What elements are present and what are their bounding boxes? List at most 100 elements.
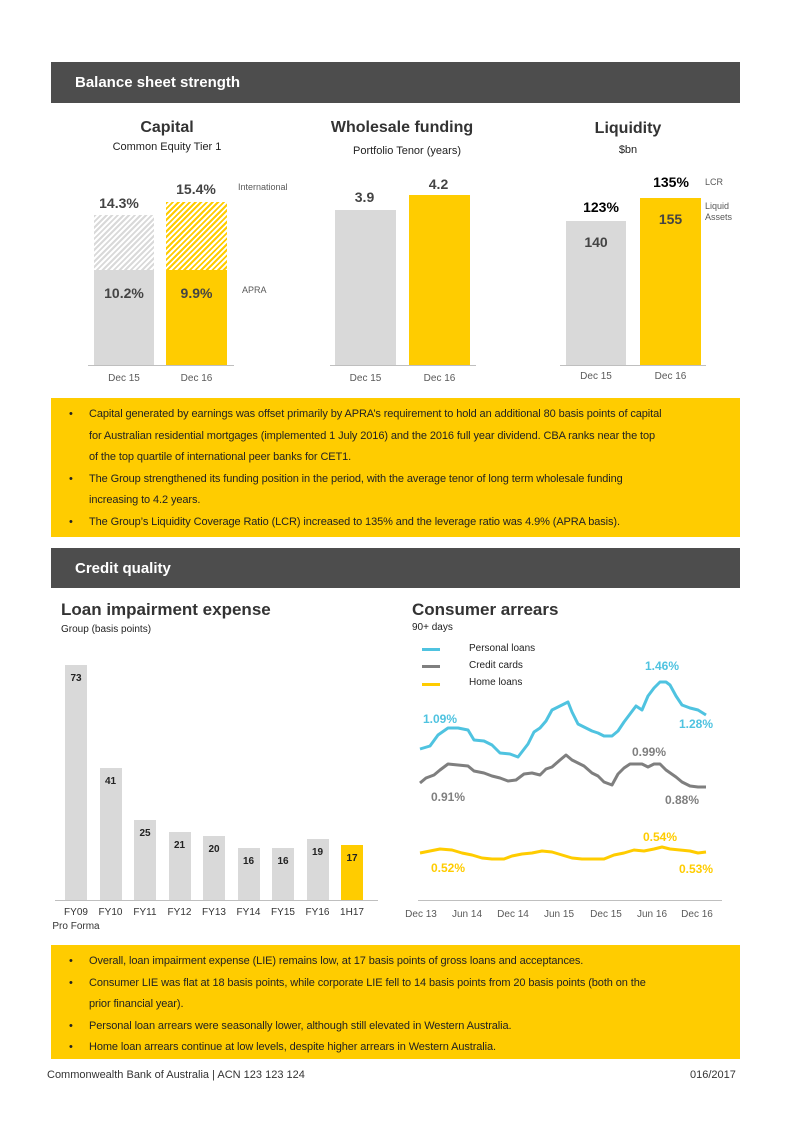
lie-bar-fy09 (65, 665, 87, 900)
chart-subtitle: Common Equity Tier 1 (112, 141, 222, 153)
tick-label: Dec 16 (654, 371, 687, 382)
bullet-item: Consumer LIE was flat at 18 basis points… (69, 973, 730, 995)
lie-bar-fy15 (272, 848, 294, 900)
lie-bar-1h17 (341, 845, 363, 900)
section-title: Balance sheet strength (75, 74, 241, 91)
lie-bar-fy12 (168, 832, 191, 900)
bullet-item: Home loan arrears continue at low levels… (69, 1037, 730, 1059)
lie-tick-label: FY15 (271, 907, 295, 918)
lie-tick-label: FY14 (236, 907, 261, 918)
bar-dec15-international (94, 215, 154, 270)
note-apra: APRA (242, 285, 267, 295)
bullet-list: Capital generated by earnings was offset… (69, 404, 730, 533)
bar-label: 155 (658, 211, 683, 227)
data-label-personal-end: 1.28% (679, 717, 714, 731)
tick-label: Dec 13 (405, 909, 437, 920)
lie-value-label: 21 (173, 840, 186, 852)
x-axis (88, 365, 234, 366)
chart-title: Liquidity (594, 120, 662, 137)
lie-bar-fy16 (306, 838, 329, 900)
bullet-item: Overall, loan impairment expense (LIE) r… (69, 951, 730, 973)
lie-tick-label: FY16 (305, 907, 330, 918)
legend-swatch-home (422, 683, 440, 686)
x-axis (55, 900, 378, 901)
legend-swatch-credit (422, 665, 440, 668)
arrears-plot (419, 680, 707, 861)
lie-bar-fy14 (237, 848, 260, 900)
bar-label: 3.9 (354, 189, 375, 205)
data-label-home-end: 0.53% (679, 862, 714, 876)
data-label-personal-start: 1.09% (423, 712, 458, 726)
lie-tick-label: FY09 (64, 907, 88, 918)
legend-label: Credit cards (469, 660, 523, 671)
note-liquid: Liquid (705, 201, 730, 211)
series-line-credit-cards (419, 753, 706, 789)
tick-label: Dec 14 (497, 909, 529, 920)
bar-label: 14.3% (99, 195, 139, 211)
lie-tick-label: FY10 (98, 907, 123, 918)
bullet-list: Overall, loan impairment expense (LIE) r… (69, 951, 730, 1059)
tick-label: Dec 15 (590, 909, 622, 920)
bar-label: 15.4% (176, 181, 216, 197)
lie-bar-fy13 (203, 835, 225, 900)
lie-tick-label: FY11 (133, 907, 157, 918)
bar-dec15 (566, 221, 626, 365)
data-label-home-start: 0.52% (431, 861, 466, 875)
note-international: International (238, 182, 288, 192)
chart-subtitle: $bn (618, 144, 638, 156)
legend-swatch-personal (422, 648, 440, 651)
bar-label: 9.9% (180, 285, 213, 301)
lie-value-label: 17 (346, 853, 358, 865)
bullet-continuation: for Australian residential mortgages (im… (89, 429, 656, 442)
footer-page-ref: 016/2017 (690, 1069, 736, 1081)
bullet-item: The Group’s Liquidity Coverage Ratio (LC… (69, 512, 730, 534)
bar-dec16 (409, 195, 470, 365)
section-header-balance: Balance sheet strength (51, 62, 740, 103)
x-axis (560, 365, 706, 366)
bullet-item: Capital generated by earnings was offset… (69, 404, 730, 426)
pro-forma-label: Pro Forma (52, 921, 100, 932)
lie-value-label: 16 (242, 856, 255, 868)
lie-value-label: 73 (70, 673, 82, 684)
lie-tick-label: FY13 (202, 907, 226, 918)
note-assets: Assets (705, 212, 733, 222)
chart-title: Capital (140, 119, 194, 136)
bullet-continuation: prior financial year). (89, 998, 184, 1010)
lie-tick-label: 1H17 (340, 907, 364, 918)
lie-tick-label: FY12 (167, 907, 192, 918)
chart-subtitle: Portfolio Tenor (years) (352, 145, 461, 157)
tick-label: Dec 15 (108, 373, 140, 384)
bullet-item: Personal loan arrears were seasonally lo… (69, 1016, 730, 1038)
x-axis (330, 365, 476, 366)
data-label-credit-start: 0.91% (431, 790, 466, 804)
data-label-home-peak: 0.54% (643, 830, 678, 844)
tick-label: Dec 15 (349, 373, 382, 384)
tick-label: Dec 16 (423, 373, 456, 384)
bullet-item: The Group strengthened its funding posit… (69, 469, 730, 491)
lcr-label: 135% (653, 174, 689, 190)
lie-value-label: 20 (208, 843, 220, 855)
bar-label: 140 (584, 234, 608, 250)
series-line-personal-loans (419, 680, 707, 759)
legend-label: Personal loans (469, 643, 536, 654)
data-label-credit-peak: 0.99% (632, 745, 667, 759)
bar-dec15-apra (94, 270, 154, 365)
tick-label: Dec 16 (681, 909, 713, 920)
chart-title: Loan impairment expense (61, 600, 271, 619)
tick-label: Jun 14 (451, 909, 483, 920)
data-label-credit-end: 0.88% (665, 793, 700, 807)
balance-commentary: Capital generated by earnings was offset… (51, 398, 740, 537)
credit-commentary: Overall, loan impairment expense (LIE) r… (51, 945, 740, 1059)
lie-bar-fy11 (134, 819, 156, 900)
lie-value-label: 41 (104, 776, 117, 787)
bar-dec16-apra (166, 270, 227, 365)
bullet-continuation: increasing to 4.2 years. (89, 494, 201, 506)
lcr-label: 123% (583, 199, 619, 215)
data-label-personal-peak: 1.46% (645, 659, 680, 673)
tick-label: Jun 16 (636, 909, 668, 920)
section-title: Credit quality (75, 559, 171, 577)
section-header-credit: Credit quality (51, 548, 740, 588)
series-line-home-loans (419, 845, 707, 861)
lie-value-label: 19 (311, 846, 324, 858)
bar-label: 10.2% (104, 285, 144, 301)
